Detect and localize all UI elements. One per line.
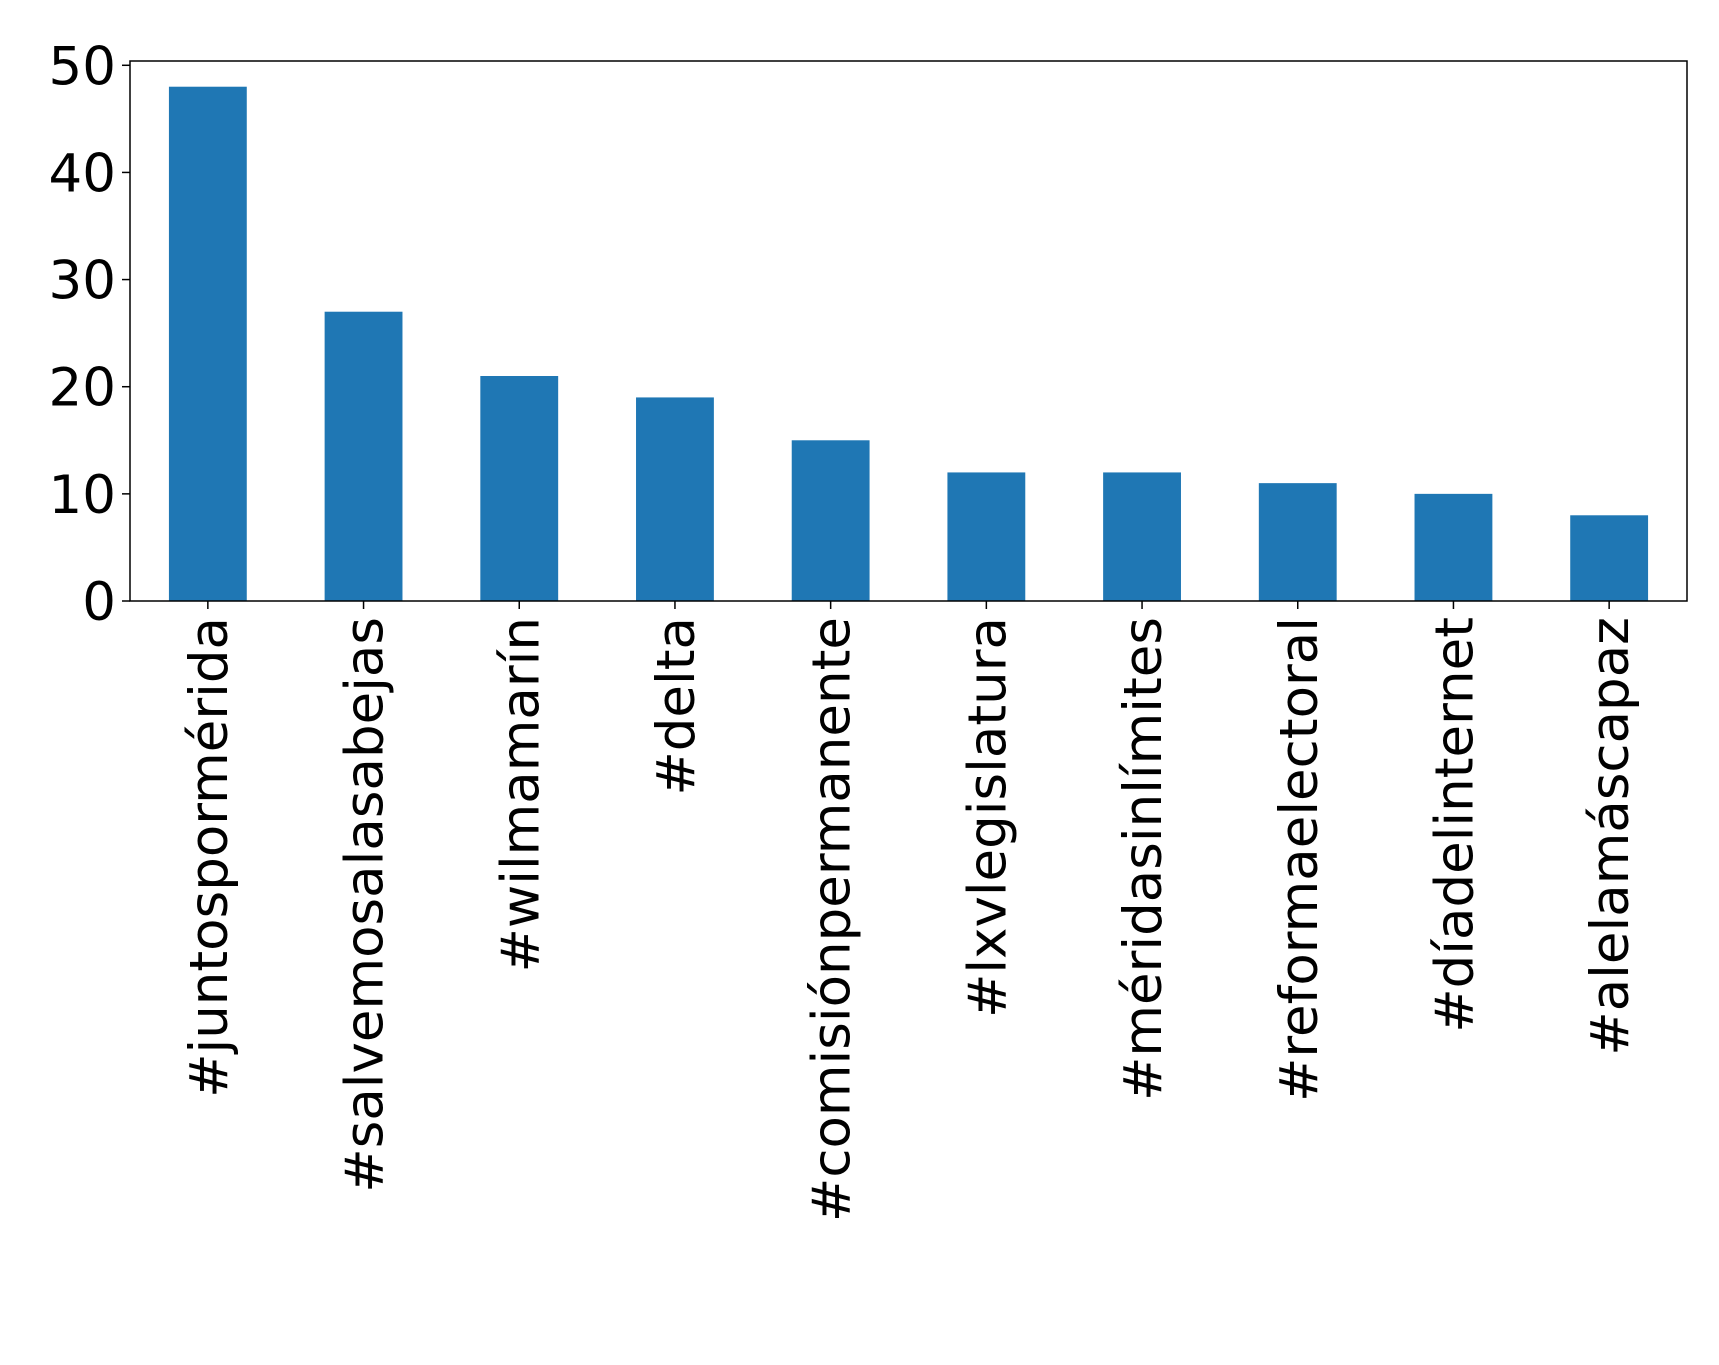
x-tick-label: #méridasinlímites (1113, 617, 1174, 1101)
bar (947, 472, 1026, 601)
bar (791, 440, 870, 601)
x-tick-label: #wilmamarín (490, 617, 551, 973)
x-tick-label: #alelamáscapaz (1580, 617, 1641, 1056)
bar (168, 86, 247, 601)
x-tick-label: #comisiónpermanente (802, 617, 863, 1222)
bar (1103, 472, 1181, 601)
bar (324, 311, 403, 601)
y-tick-label: 50 (49, 36, 116, 97)
x-tick-label: #salvemosalasabejas (335, 617, 396, 1193)
y-tick-label: 40 (49, 143, 116, 204)
y-tick-label: 20 (49, 358, 116, 419)
x-tick-label: #lxvlegislatura (957, 617, 1018, 1018)
plot-frame (129, 60, 1688, 602)
bar (1570, 515, 1649, 601)
bar (1414, 493, 1493, 601)
x-tick-label: #delta (646, 617, 707, 796)
y-tick-label: 10 (49, 465, 116, 526)
bar (480, 376, 559, 601)
y-tick-label: 0 (82, 572, 116, 633)
x-tick-label: #juntospormérida (179, 617, 240, 1098)
bar (636, 397, 714, 601)
x-tick-label: #reformaelectoral (1269, 617, 1330, 1102)
bar (1258, 483, 1337, 601)
y-tick-label: 30 (49, 251, 116, 312)
x-tick-label: #díadelinternet (1424, 617, 1485, 1033)
